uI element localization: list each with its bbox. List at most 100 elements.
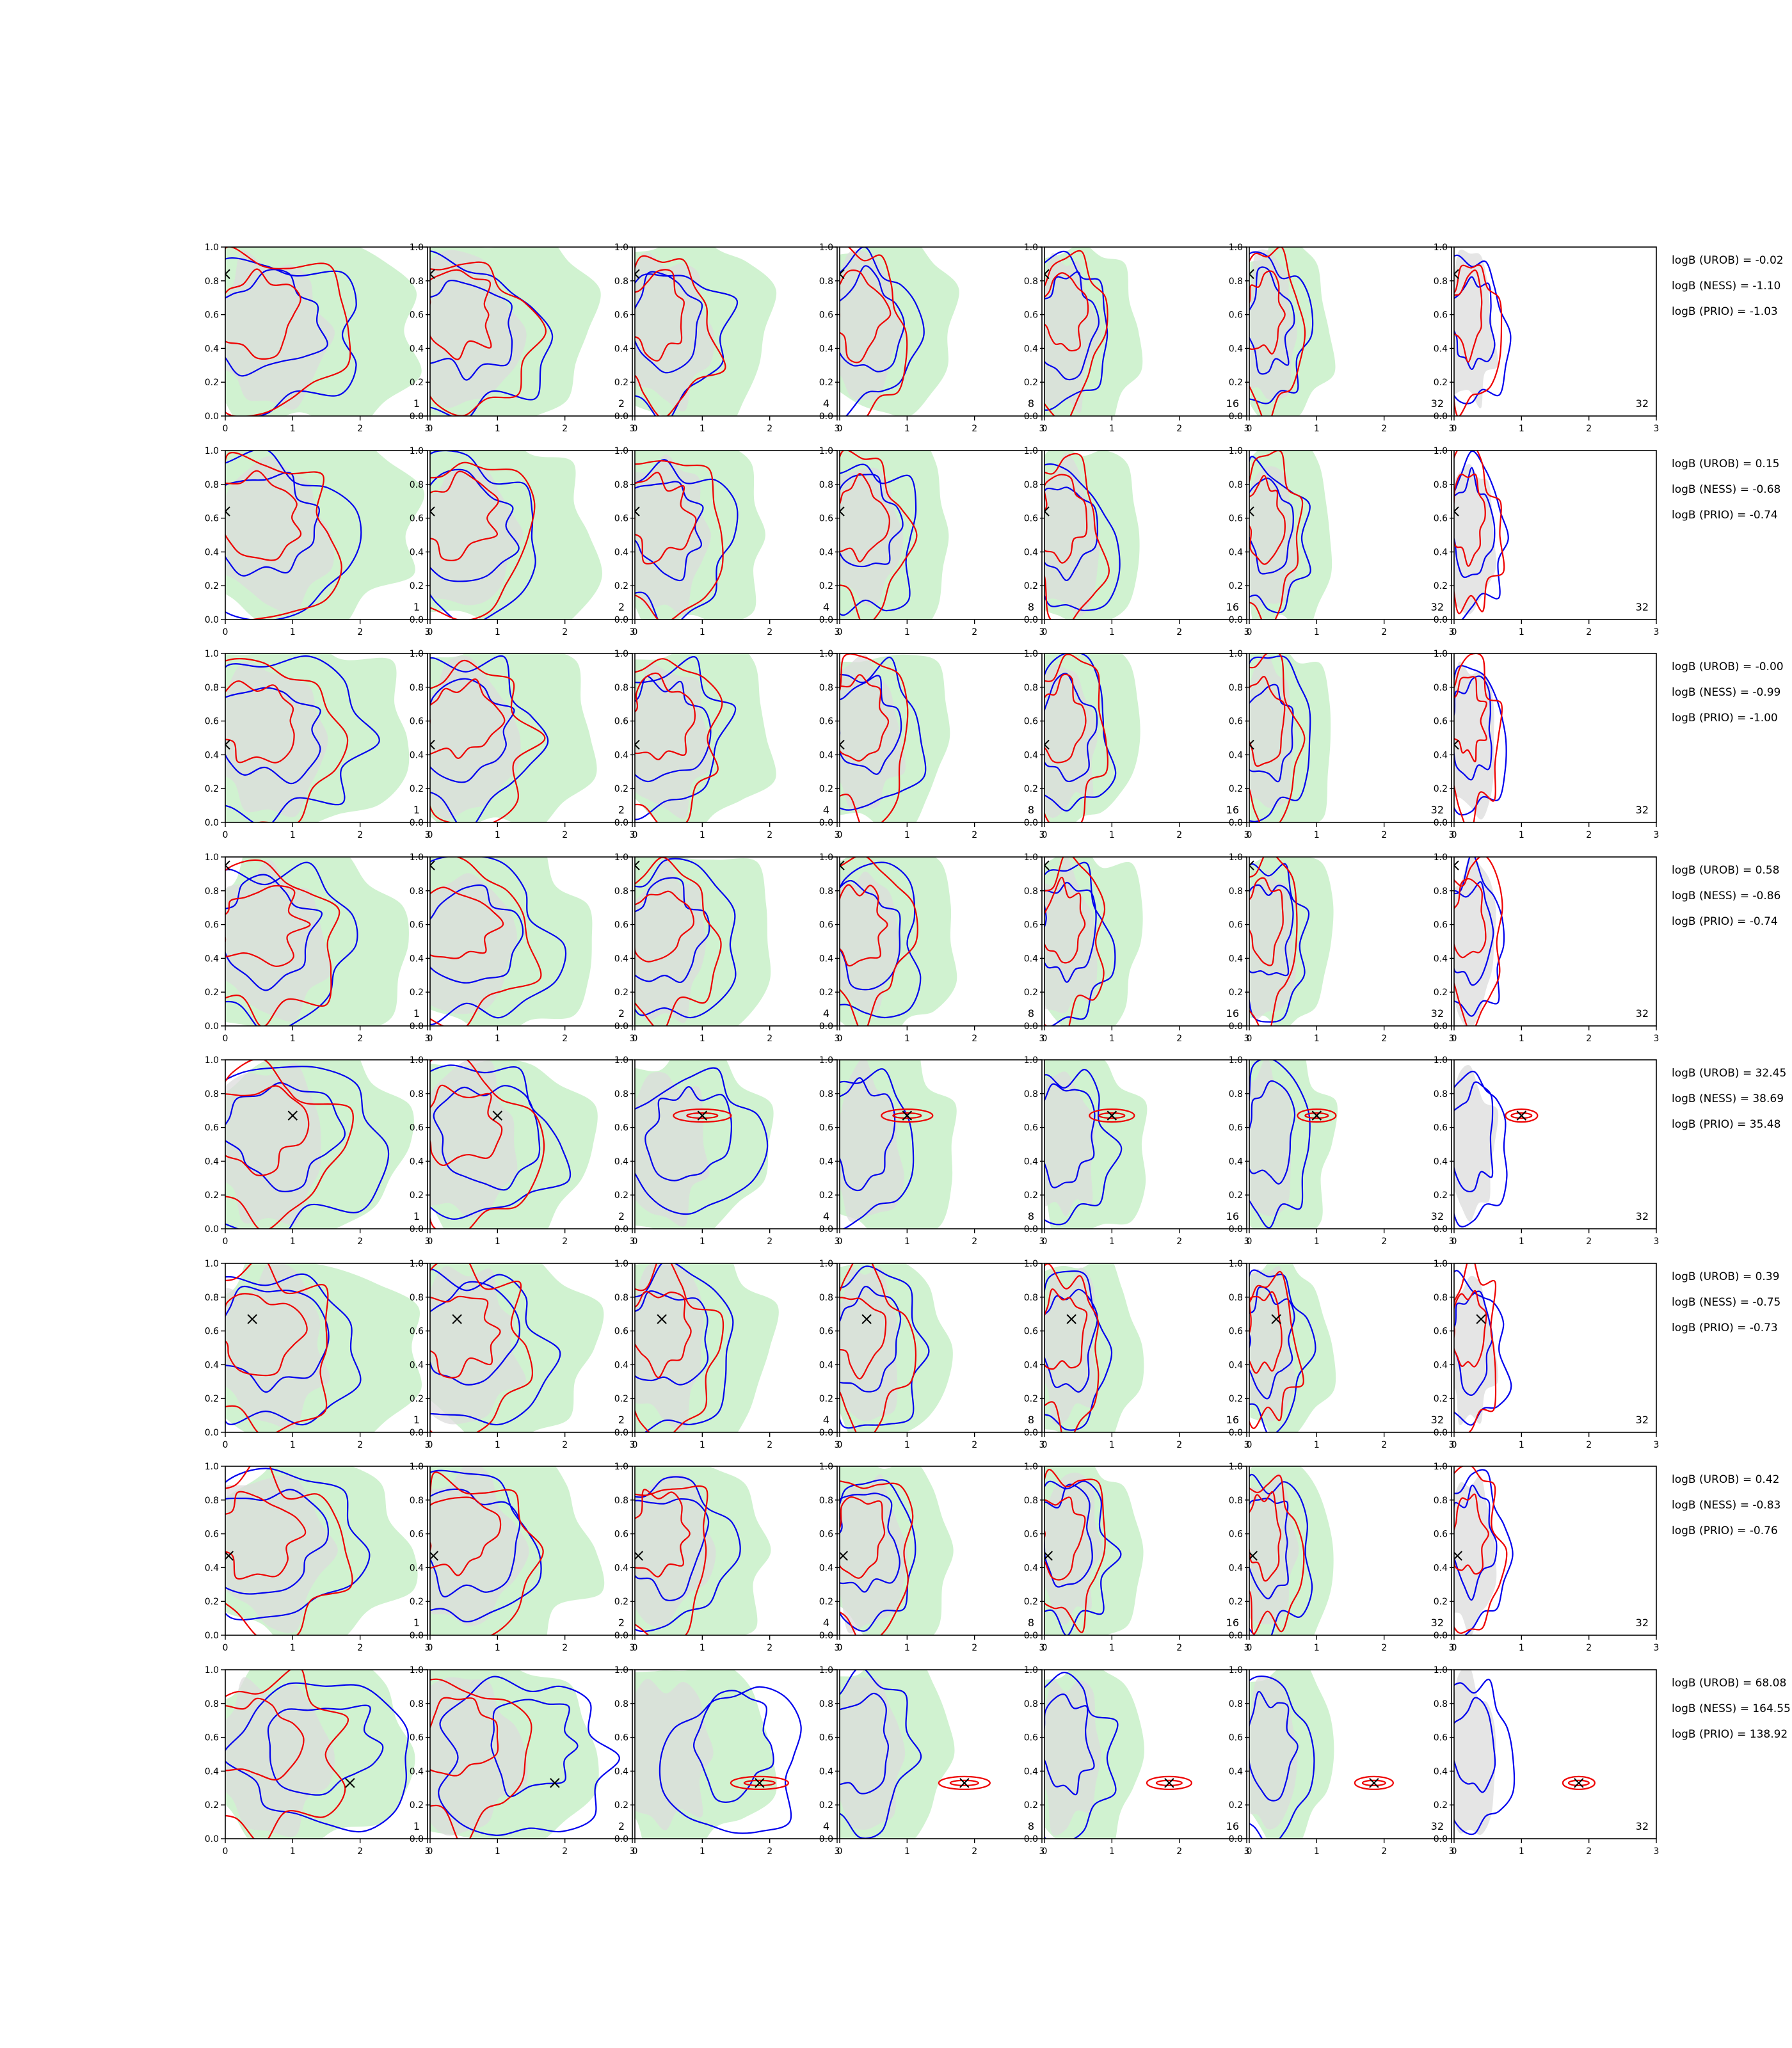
logb-text: logB (UROB) = 68.08 [1672,1677,1786,1690]
x-tick-label: 3 [425,1034,431,1044]
ness-contour-outer [430,261,547,416]
ness-contour-inner [225,1293,308,1377]
ness-contour-outer [1505,1108,1539,1123]
axes-frame [839,246,1043,417]
panel-r3-c2: 0 1 2 30.00.20.40.60.81.02 [410,649,636,840]
logb-text: logB (NESS) = 164.55 [1672,1702,1791,1715]
truth-marker [840,860,845,870]
y-tick-label: 0.2 [410,1597,424,1607]
logb-text: logB (PRIO) = 138.92 [1672,1728,1788,1741]
y-tick-label: 0.2 [1434,581,1448,591]
truth-marker [225,506,230,516]
x-tick-label: 2 [767,424,772,434]
urob-contour-outer [430,250,554,416]
axes-frame [225,1466,428,1636]
x-tick-label: 2 [1586,830,1592,840]
ness-contour-inner [225,884,311,967]
urob-contour-outer [225,861,358,1026]
y-tick-label: 0.6 [1229,920,1243,931]
x-tick-label: 0 [1247,1034,1252,1044]
x-tick-label: 1 [290,1846,296,1857]
y-tick-label: 0.0 [205,1631,219,1641]
axes-frame [429,1263,633,1433]
x-tick-label: 3 [1449,830,1455,840]
x-tick-label: 1 [495,627,500,637]
axes-frame [839,1059,1043,1229]
y-tick-label: 0.6 [410,717,424,727]
y-tick-label: 0.0 [1229,818,1243,828]
logb-text: logB (PRIO) = -0.76 [1672,1524,1778,1537]
y-tick-label: 0.0 [1024,1631,1038,1641]
x-tick-label: 1 [1519,424,1524,434]
y-tick-label: 0.8 [1024,1699,1038,1709]
truth-marker [840,269,845,279]
x-tick-label: 0 [223,424,228,434]
y-tick-label: 1.0 [1229,1055,1243,1066]
truth-marker [1476,1314,1486,1324]
axes-frame [225,856,428,1027]
x-tick-label: 0 [1452,627,1457,637]
urob-contour-outer [840,861,922,1019]
ness-contour-outer [1454,1466,1508,1634]
x-tick-label: 1 [495,1236,500,1247]
urob-contour-outer [1454,451,1509,620]
x-tick-label: 0 [1452,1846,1457,1857]
y-tick-label: 0.0 [1229,1021,1243,1032]
panel-number-label: 4 [823,1820,829,1832]
urob-contour-outer [1454,665,1507,816]
x-tick-label: 2 [767,830,772,840]
y-tick-label: 1.0 [614,1259,628,1269]
y-tick-label: 0.8 [1024,1089,1038,1100]
panel-r5-c5: 0 1 2 30.00.20.40.60.81.016 [1024,1055,1250,1247]
y-tick-label: 0.8 [819,1496,833,1506]
x-tick-label: 1 [495,1643,500,1653]
y-tick-label: 0.2 [205,1800,219,1811]
x-tick-label: 3 [425,1846,431,1857]
ness-contour-inner [1098,1112,1126,1119]
x-tick-label: 2 [972,627,977,637]
ness-contour-inner [635,269,685,362]
panel-number-label: 2 [618,1820,625,1832]
urob-contour-inner [433,1085,541,1191]
urob-contour-outer [225,655,380,822]
axes-frame [429,1466,633,1636]
y-tick-label: 1.0 [205,1055,219,1066]
y-tick-label: 0.2 [1024,784,1038,794]
panel-number-label: 4 [823,1007,829,1020]
ness-contour-inner [892,1112,922,1119]
y-tick-label: 0.8 [819,683,833,693]
x-tick-label: 0 [632,1846,638,1857]
y-tick-label: 1.0 [819,1055,833,1066]
x-tick-label: 1 [904,424,910,434]
urob-contour-outer [430,1268,561,1426]
x-tick-label: 0 [632,627,638,637]
y-tick-label: 0.6 [1434,1327,1448,1337]
y-tick-label: 0.4 [205,954,219,964]
y-tick-label: 0.2 [614,988,628,998]
ness-contour-outer [1044,452,1110,620]
urob-contour-outer [1454,1270,1512,1426]
truth-marker [1271,1314,1281,1324]
x-tick-label: 3 [835,1846,840,1857]
x-tick-label: 3 [835,424,840,434]
x-tick-label: 3 [835,627,840,637]
axes-frame [634,450,838,620]
logb-annotations-r3: logB (UROB) = -0.00 logB (NESS) = -0.99 lo… [1672,660,1784,724]
y-tick-label: 0.4 [205,1156,219,1167]
y-tick-label: 0.4 [410,344,424,354]
y-tick-label: 0.8 [1434,683,1448,693]
y-tick-label: 0.4 [614,750,628,760]
y-tick-label: 0.4 [614,547,628,557]
panel-number-label: 8 [1028,1210,1034,1222]
y-tick-label: 0.4 [410,547,424,557]
x-tick-label: 0 [1452,1643,1457,1653]
x-tick-label: 3 [1449,1034,1455,1044]
x-tick-label: 0 [428,1440,433,1450]
y-tick-label: 0.6 [205,310,219,321]
ness-contour-outer [840,1263,916,1432]
x-tick-label: 1 [1519,1643,1524,1653]
y-tick-label: 0.0 [205,1428,219,1438]
y-tick-label: 0.2 [205,784,219,794]
axes-frame [839,1263,1043,1433]
panel-number-label: 32 [1431,397,1444,410]
